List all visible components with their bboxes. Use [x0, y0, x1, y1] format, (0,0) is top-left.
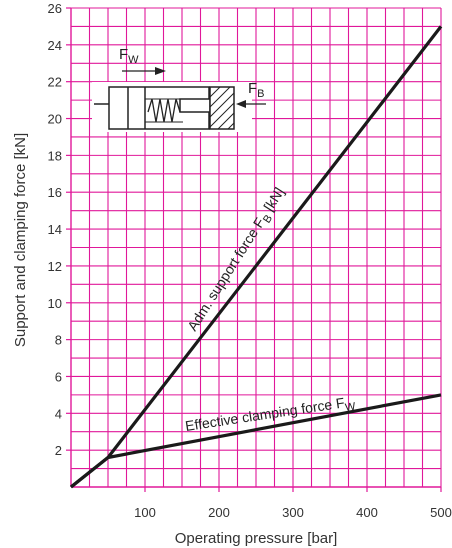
y-tick-label: 8: [55, 333, 62, 348]
series-lines: [70, 25, 443, 489]
fb-arrow-head: [236, 100, 246, 108]
y-tick-label: 16: [48, 185, 62, 200]
plunger: [179, 98, 211, 113]
y-tick-label: 10: [48, 296, 62, 311]
x-tick-label: 200: [208, 505, 230, 520]
x-axis-label: Operating pressure [bar]: [175, 530, 338, 547]
y-tick-label: 12: [48, 259, 62, 274]
x-tick-label: 500: [430, 505, 452, 520]
y-tick-label: 4: [55, 406, 62, 421]
workpiece-hatching: [209, 86, 235, 130]
cylinder-schematic: FW FB: [92, 46, 266, 132]
y-tick-label: 6: [55, 369, 62, 384]
series-line-2: [70, 393, 442, 489]
y-tick-label: 26: [48, 1, 62, 16]
x-tick-label: 100: [134, 505, 156, 520]
fb-symbol: FB: [248, 80, 265, 100]
y-axis-label: Support and clamping force [kN]: [12, 133, 29, 347]
workpiece: [209, 86, 235, 130]
y-tick-label: 22: [48, 75, 62, 90]
y-tick-label: 2: [55, 443, 62, 458]
y-tick-label: 18: [48, 148, 62, 163]
axes: [66, 7, 442, 492]
y-tick-label: 24: [48, 38, 62, 53]
x-tick-label: 300: [282, 505, 304, 520]
fw-symbol: FW: [119, 46, 139, 66]
y-tick-label: 20: [48, 112, 62, 127]
y-tick-label: 14: [48, 222, 62, 237]
fw-arrow-head: [155, 67, 166, 75]
x-tick-label: 400: [356, 505, 378, 520]
